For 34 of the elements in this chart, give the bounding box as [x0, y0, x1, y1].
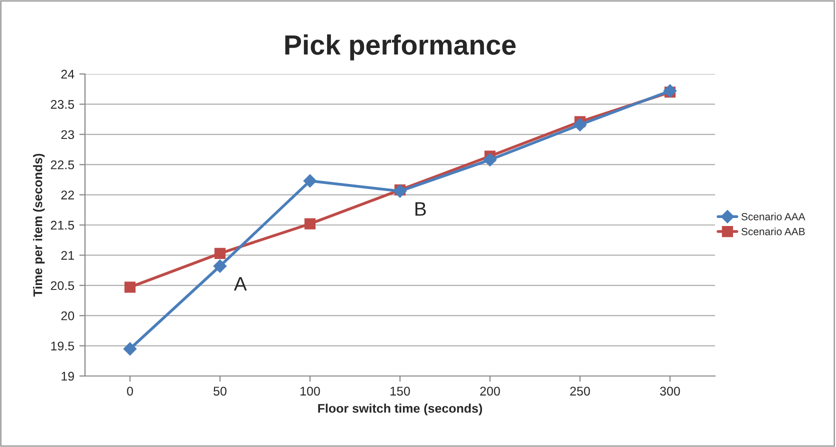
- y-tick-label: 21: [61, 251, 74, 260]
- annotation: B: [415, 202, 426, 216]
- x-axis-title: Floor switch time (seconds): [318, 404, 482, 416]
- x-tick-label: 250: [570, 386, 590, 396]
- x-tick-label: 150: [390, 386, 410, 396]
- point: [213, 259, 227, 273]
- x-tick-label: 0: [127, 386, 133, 396]
- point: [214, 248, 226, 259]
- y-tick-label: 19.5: [51, 342, 74, 350]
- y-tick-label: 23.5: [50, 100, 74, 109]
- y-tick-label: 22: [61, 190, 74, 200]
- y-tick-label: 19: [62, 372, 74, 381]
- legend-label: Scenario AAA: [741, 212, 806, 220]
- chart-title: Pick performance: [285, 34, 516, 60]
- y-tick-label: 24: [61, 70, 74, 79]
- y-tick-label: 20.5: [50, 281, 74, 290]
- point: [573, 118, 587, 132]
- x-tick-label: 50: [214, 386, 226, 396]
- point: [303, 174, 317, 188]
- x-tick-label: 300: [660, 386, 680, 396]
- y-tick-label: 23: [61, 130, 74, 140]
- legend-label: Scenario AAB: [741, 228, 805, 236]
- x-tick-label: 200: [480, 386, 500, 396]
- point: [123, 342, 137, 356]
- point: [483, 153, 497, 166]
- y-axis-title: Time per item (seconds): [33, 154, 45, 297]
- y-tick-label: 21.5: [50, 220, 74, 230]
- point: [124, 282, 136, 293]
- y-tick-label: 20: [61, 311, 74, 320]
- y-tick-label: 22.5: [50, 160, 74, 170]
- point: [663, 84, 677, 98]
- point: [304, 218, 316, 230]
- x-tick-label: 100: [300, 386, 320, 396]
- annotation: A: [234, 277, 247, 291]
